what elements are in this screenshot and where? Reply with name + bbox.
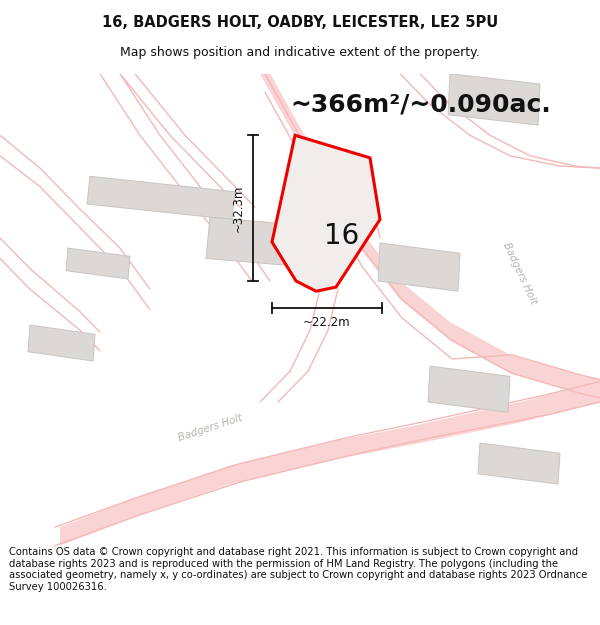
Text: Badgers Holt: Badgers Holt: [501, 241, 539, 306]
Polygon shape: [428, 366, 510, 413]
Text: 16: 16: [324, 222, 359, 249]
Text: 16, BADGERS HOLT, OADBY, LEICESTER, LE2 5PU: 16, BADGERS HOLT, OADBY, LEICESTER, LE2 …: [102, 15, 498, 30]
Text: ~366m²/~0.090ac.: ~366m²/~0.090ac.: [290, 92, 551, 116]
Polygon shape: [206, 217, 330, 269]
Text: ~32.3m: ~32.3m: [232, 184, 245, 232]
Polygon shape: [272, 135, 380, 291]
Polygon shape: [378, 243, 460, 291]
Polygon shape: [448, 74, 540, 125]
Text: Contains OS data © Crown copyright and database right 2021. This information is : Contains OS data © Crown copyright and d…: [9, 548, 587, 592]
Polygon shape: [66, 248, 130, 279]
Polygon shape: [260, 55, 600, 398]
Polygon shape: [60, 381, 600, 546]
Polygon shape: [478, 443, 560, 484]
Text: Map shows position and indicative extent of the property.: Map shows position and indicative extent…: [120, 46, 480, 59]
Polygon shape: [28, 325, 95, 361]
Text: ~22.2m: ~22.2m: [303, 316, 351, 329]
Text: Badgers Holt: Badgers Holt: [176, 412, 244, 442]
Polygon shape: [87, 176, 235, 219]
